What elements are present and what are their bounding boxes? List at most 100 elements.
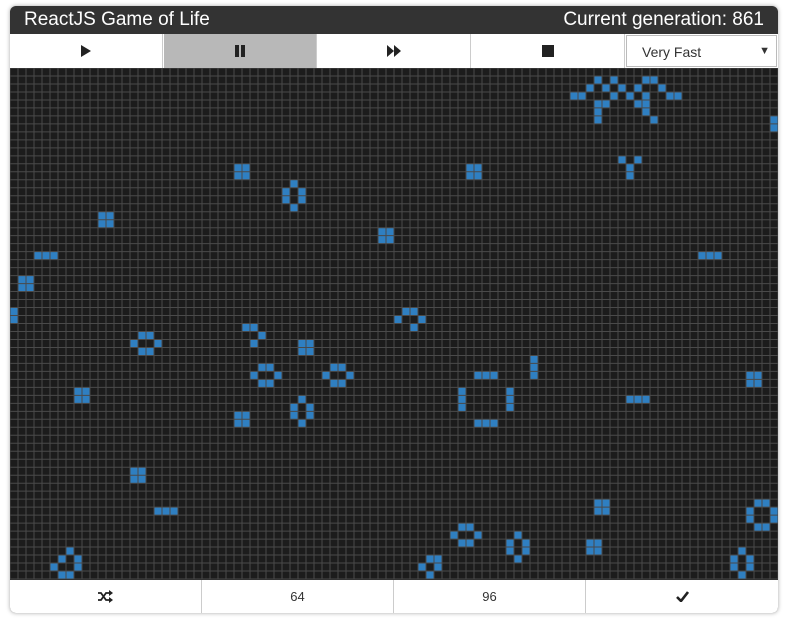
live-cell[interactable] [274, 371, 282, 380]
live-cell[interactable] [338, 379, 346, 388]
live-cell[interactable] [754, 499, 762, 508]
live-cell[interactable] [306, 347, 314, 356]
live-cell[interactable] [242, 171, 250, 180]
live-cell[interactable] [306, 403, 314, 412]
live-cell[interactable] [586, 83, 594, 92]
size-96-button[interactable]: 96 [394, 580, 586, 613]
live-cell[interactable] [306, 411, 314, 420]
live-cell[interactable] [746, 563, 754, 572]
live-cell[interactable] [298, 187, 306, 196]
live-cell[interactable] [234, 411, 242, 420]
live-cell[interactable] [506, 395, 514, 404]
live-cell[interactable] [730, 555, 738, 564]
randomize-button[interactable] [10, 580, 202, 613]
live-cell[interactable] [26, 283, 34, 292]
live-cell[interactable] [138, 475, 146, 484]
live-cell[interactable] [10, 315, 18, 324]
live-cell[interactable] [410, 307, 418, 316]
live-cell[interactable] [18, 283, 26, 292]
live-cell[interactable] [234, 163, 242, 172]
live-cell[interactable] [706, 251, 714, 260]
live-cell[interactable] [634, 83, 642, 92]
live-cell[interactable] [234, 419, 242, 428]
stop-button[interactable] [472, 34, 625, 68]
live-cell[interactable] [170, 507, 178, 516]
live-cell[interactable] [506, 547, 514, 556]
live-cell[interactable] [130, 339, 138, 348]
live-cell[interactable] [250, 323, 258, 332]
live-cell[interactable] [530, 355, 538, 364]
live-cell[interactable] [602, 507, 610, 516]
live-cell[interactable] [378, 227, 386, 236]
size-64-button[interactable]: 64 [202, 580, 394, 613]
live-cell[interactable] [298, 419, 306, 428]
live-cell[interactable] [642, 91, 650, 100]
live-cell[interactable] [634, 99, 642, 108]
live-cell[interactable] [450, 531, 458, 540]
live-cell[interactable] [746, 507, 754, 516]
live-cell[interactable] [466, 523, 474, 532]
live-cell[interactable] [290, 203, 298, 212]
live-cell[interactable] [434, 563, 442, 572]
play-button[interactable] [10, 34, 163, 68]
live-cell[interactable] [18, 275, 26, 284]
live-cell[interactable] [698, 251, 706, 260]
live-cell[interactable] [570, 91, 578, 100]
live-cell[interactable] [50, 563, 58, 572]
live-cell[interactable] [74, 387, 82, 396]
live-cell[interactable] [330, 379, 338, 388]
live-cell[interactable] [82, 395, 90, 404]
live-cell[interactable] [594, 115, 602, 124]
live-cell[interactable] [642, 75, 650, 84]
live-cell[interactable] [74, 395, 82, 404]
live-cell[interactable] [626, 91, 634, 100]
live-cell[interactable] [466, 539, 474, 548]
live-cell[interactable] [594, 75, 602, 84]
live-cell[interactable] [602, 83, 610, 92]
live-cell[interactable] [746, 371, 754, 380]
live-cell[interactable] [474, 419, 482, 428]
live-cell[interactable] [298, 347, 306, 356]
live-cell[interactable] [418, 315, 426, 324]
live-cell[interactable] [298, 195, 306, 204]
speed-select[interactable]: Very Fast ▼ [626, 35, 777, 67]
live-cell[interactable] [458, 387, 466, 396]
live-cell[interactable] [738, 571, 746, 579]
live-cell[interactable] [282, 187, 290, 196]
live-cell[interactable] [482, 371, 490, 380]
live-cell[interactable] [746, 555, 754, 564]
live-cell[interactable] [138, 347, 146, 356]
live-cell[interactable] [386, 235, 394, 244]
live-cell[interactable] [754, 371, 762, 380]
live-cell[interactable] [74, 555, 82, 564]
live-cell[interactable] [298, 395, 306, 404]
game-board[interactable] [10, 68, 778, 579]
live-cell[interactable] [50, 251, 58, 260]
live-cell[interactable] [330, 363, 338, 372]
live-cell[interactable] [610, 75, 618, 84]
live-cell[interactable] [418, 563, 426, 572]
live-cell[interactable] [626, 171, 634, 180]
live-cell[interactable] [650, 115, 658, 124]
live-cell[interactable] [106, 211, 114, 220]
live-cell[interactable] [474, 171, 482, 180]
live-cell[interactable] [506, 539, 514, 548]
live-cell[interactable] [42, 251, 50, 260]
live-cell[interactable] [634, 155, 642, 164]
live-cell[interactable] [66, 547, 74, 556]
live-cell[interactable] [106, 219, 114, 228]
live-cell[interactable] [770, 115, 778, 124]
live-cell[interactable] [242, 163, 250, 172]
live-cell[interactable] [594, 547, 602, 556]
live-cell[interactable] [506, 403, 514, 412]
live-cell[interactable] [474, 531, 482, 540]
live-cell[interactable] [482, 419, 490, 428]
live-cell[interactable] [154, 339, 162, 348]
live-cell[interactable] [98, 219, 106, 228]
live-cell[interactable] [154, 507, 162, 516]
live-cell[interactable] [338, 363, 346, 372]
live-cell[interactable] [74, 563, 82, 572]
live-cell[interactable] [730, 563, 738, 572]
live-cell[interactable] [618, 83, 626, 92]
live-cell[interactable] [434, 555, 442, 564]
